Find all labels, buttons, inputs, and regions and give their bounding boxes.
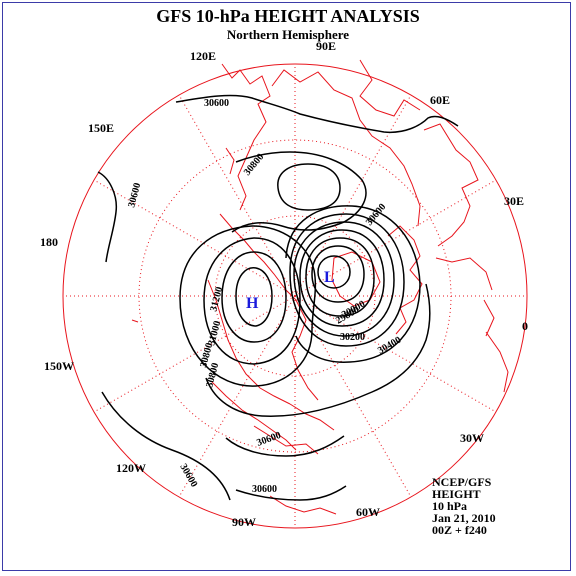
contour-30200	[289, 213, 405, 347]
contour-label: 30600	[204, 98, 229, 109]
contour-30600-north	[175, 94, 459, 134]
contour-low-3	[305, 237, 375, 317]
contour-30600-south	[205, 283, 431, 417]
contour-31200	[235, 267, 273, 327]
contour-29800	[299, 229, 385, 327]
contour-30800-siberia	[277, 163, 341, 211]
contour-low-1	[317, 255, 351, 289]
longitude-label: 30W	[460, 431, 484, 445]
height-contours	[97, 94, 459, 501]
contour-31000	[221, 251, 287, 343]
contour-30600-west	[97, 171, 118, 263]
low-center-marker: L	[324, 269, 335, 286]
hemisphere-boundary	[62, 63, 528, 529]
info-date: Jan 21, 2010	[432, 511, 496, 525]
longitude-labels: 90E 60E 30E 0 30W 60W 90W 120W 150W 180 …	[40, 39, 528, 529]
contour-label: 30800	[242, 152, 266, 178]
info-source: NCEP/GFS	[432, 475, 492, 489]
contour-label: 30600	[177, 462, 199, 489]
contour-label: 30600	[252, 484, 277, 495]
longitude-label: 120E	[190, 49, 216, 63]
longitude-label: 30E	[504, 194, 524, 208]
coastlines	[131, 59, 509, 515]
longitude-label: 60W	[356, 505, 380, 519]
contour-30400	[285, 205, 421, 363]
map-frame	[2, 2, 571, 571]
longitude-label: 180	[40, 235, 58, 249]
contour-label: 30600	[255, 430, 282, 449]
info-block: NCEP/GFS HEIGHT 10 hPa Jan 21, 2010 00Z …	[432, 476, 496, 536]
contour-low-2	[311, 245, 365, 303]
contour-label: 30600	[126, 182, 143, 209]
contour-label: 31000	[206, 320, 223, 347]
longitude-label: 150E	[88, 121, 114, 135]
longitude-label: 60E	[430, 93, 450, 107]
contour-30600-southwest	[101, 391, 231, 501]
page-title: GFS 10-hPa HEIGHT ANALYSIS	[156, 6, 420, 26]
page-subtitle: Northern Hemisphere	[226, 27, 350, 42]
high-center-marker: H	[246, 295, 259, 312]
contour-30600-lower	[225, 435, 345, 457]
longitude-label: 0	[522, 319, 528, 333]
contour-30800-high	[203, 237, 301, 365]
longitude-label: 120W	[116, 461, 146, 475]
contour-label: 30600	[364, 202, 388, 228]
contour-label: 30400	[376, 335, 403, 357]
longitude-label: 90E	[316, 39, 336, 53]
longitude-label: 90W	[232, 515, 256, 529]
contour-labels: 30600 30800 30600 30600 31200 31000 3080…	[126, 98, 403, 495]
longitude-lines	[63, 64, 527, 528]
contour-30000	[293, 221, 395, 337]
longitude-label: 150W	[44, 359, 74, 373]
info-field: HEIGHT	[432, 487, 481, 501]
contour-label: 30200	[340, 332, 365, 343]
info-run: 00Z + f240	[432, 523, 487, 537]
contour-30800-band	[231, 151, 367, 233]
info-level: 10 hPa	[432, 499, 468, 513]
contour-30600-bottom	[235, 485, 347, 501]
